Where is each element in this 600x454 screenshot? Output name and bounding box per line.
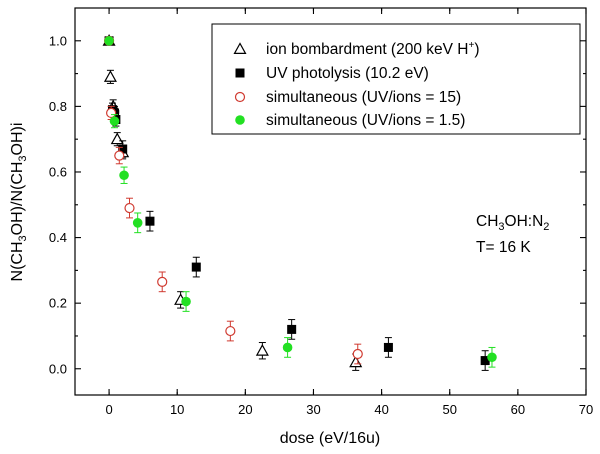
y-axis-title: N(CH3OH)/N(CH3OH)i bbox=[9, 123, 29, 282]
legend-box bbox=[211, 23, 581, 135]
x-tick-label: 60 bbox=[511, 402, 525, 417]
data-point bbox=[383, 342, 393, 352]
y-tick-label: 0.2 bbox=[49, 296, 67, 311]
data-point bbox=[480, 356, 490, 366]
data-point bbox=[110, 132, 124, 145]
legend-marker-0 bbox=[233, 42, 247, 55]
x-axis-title: dose (eV/16u) bbox=[280, 430, 381, 447]
data-point bbox=[282, 342, 293, 353]
legend-label-ion: ion bombardment (200 keV H+) bbox=[266, 40, 479, 58]
data-point bbox=[114, 150, 125, 161]
y-tick-label: 0.6 bbox=[49, 164, 67, 179]
data-point bbox=[118, 144, 128, 154]
data-point bbox=[132, 218, 143, 228]
x-tick-label: 30 bbox=[306, 402, 320, 417]
legend-label-uv: UV photolysis (10.2 eV) bbox=[266, 65, 429, 82]
data-point bbox=[104, 35, 114, 46]
data-points bbox=[102, 34, 497, 371]
legend-label-ion-end: ) bbox=[474, 41, 479, 58]
legend-label-ion-text: ion bombardment (200 keV H bbox=[266, 41, 468, 58]
legend: ion bombardment (200 keV H+) UV photolys… bbox=[211, 23, 581, 135]
y-tick-label: 1.0 bbox=[49, 33, 67, 48]
y-tick-label: 0.0 bbox=[49, 361, 67, 376]
x-tick-label: 20 bbox=[238, 402, 252, 417]
y-tick-label: 0.8 bbox=[49, 99, 67, 114]
data-point bbox=[225, 325, 236, 337]
composition-annotation: CH3OH:N2 bbox=[476, 213, 549, 233]
data-point bbox=[119, 170, 129, 181]
composition-sub-2: 2 bbox=[543, 221, 549, 233]
data-point bbox=[157, 276, 168, 287]
data-point bbox=[191, 262, 201, 272]
legend-markers bbox=[233, 42, 247, 125]
plot-frame bbox=[74, 7, 587, 396]
y-axis-title-part-b: OH)/N(CH bbox=[9, 162, 26, 236]
data-point bbox=[487, 352, 497, 363]
legend-label-sim1-5: simultaneous (UV/ions = 1.5) bbox=[266, 112, 465, 129]
y-axis-title-sub-b: 3 bbox=[17, 155, 29, 161]
data-point bbox=[181, 296, 191, 307]
data-point bbox=[103, 70, 117, 82]
data-point bbox=[352, 348, 363, 360]
series-3 bbox=[104, 35, 497, 368]
y-axis-title-part-c: OH)i bbox=[9, 123, 26, 156]
composition-sub-1: 3 bbox=[498, 221, 504, 233]
y-axis-title-part-a: N(CH bbox=[9, 241, 26, 281]
data-point bbox=[287, 324, 297, 334]
data-point bbox=[109, 116, 120, 126]
composition-part-b: OH:N bbox=[505, 213, 544, 230]
data-point bbox=[255, 343, 269, 356]
data-point bbox=[145, 216, 155, 226]
y-axis-title-sub-a: 3 bbox=[17, 235, 29, 241]
x-tick-label: 10 bbox=[170, 402, 184, 417]
x-tick-label: 0 bbox=[105, 402, 112, 417]
axis-ticks: 0 10 20 30 40 50 60 70 0.0 0.2 0.4 0.6 0.8 1.0 bbox=[49, 8, 593, 417]
data-point bbox=[106, 107, 117, 119]
legend-marker-1 bbox=[235, 68, 245, 78]
legend-marker-2 bbox=[234, 91, 246, 103]
legend-marker-3 bbox=[235, 115, 245, 125]
x-tick-label: 40 bbox=[374, 402, 388, 417]
legend-label-sim15: simultaneous (UV/ions = 15) bbox=[266, 89, 461, 106]
temperature-annotation: T= 16 K bbox=[476, 239, 531, 256]
y-tick-label: 0.4 bbox=[49, 230, 67, 245]
x-tick-label: 50 bbox=[442, 402, 456, 417]
composition-part-a: CH bbox=[476, 213, 498, 230]
legend-label-ion-sup: + bbox=[468, 40, 474, 51]
x-tick-label: 70 bbox=[579, 402, 593, 417]
data-point bbox=[124, 202, 135, 214]
